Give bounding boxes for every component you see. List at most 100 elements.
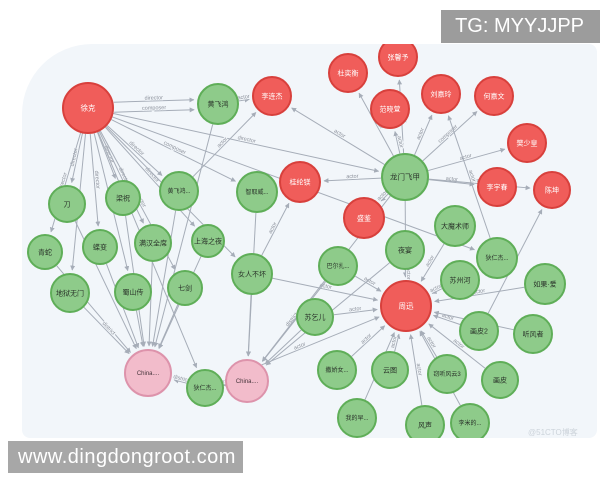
graph-edge-sqr-china2 — [264, 329, 302, 365]
graph-edge-fengsheng-zhouxun: actor — [408, 334, 424, 406]
graph-node-duyiheng[interactable]: 杜奕衡 — [328, 53, 368, 93]
graph-node-guilunmei[interactable]: 桂纶镁 — [279, 161, 321, 203]
graph-node-hejiawen[interactable]: 何嘉文 — [474, 76, 514, 116]
graph-edge-sqr-zhouxun: actor — [333, 305, 378, 316]
edge-label: actor — [467, 169, 477, 183]
graph-node-drj2[interactable]: 狄仁杰... — [186, 369, 224, 407]
graph-edge-lmfj-guilunmei: actor — [323, 173, 382, 184]
graph-node-china2[interactable]: China.... — [225, 359, 269, 403]
graph-node-huapi[interactable]: 画皮 — [481, 361, 519, 399]
edge-label: actor — [416, 127, 426, 141]
graph-node-fanshaohuang[interactable]: 樊少皇 — [507, 123, 547, 163]
edge-label: actor — [473, 288, 486, 296]
graph-node-hfh2[interactable]: 黄飞鸿... — [159, 171, 199, 211]
graph-node-zhangxinyu[interactable]: 张馨予 — [378, 44, 418, 77]
edge-label: director — [70, 148, 80, 167]
graph-node-qingshe[interactable]: 青蛇 — [27, 234, 63, 270]
graph-node-dywm[interactable]: 地狱无门 — [50, 273, 90, 313]
graph-node-tfz[interactable]: 听风者 — [513, 314, 553, 354]
edge-label: actor — [425, 254, 437, 268]
edge-label: actor — [349, 306, 362, 313]
graph-edge-hfh-china1 — [153, 124, 214, 348]
graph-edge-mhqx-china1 — [146, 261, 153, 347]
graph-node-sqr[interactable]: 苏乞儿 — [296, 298, 334, 336]
graph-node-bez[interactable]: 巴尔扎... — [318, 246, 358, 286]
graph-node-qtfy3[interactable]: 窃听风云3 — [427, 354, 467, 394]
graph-node-liujialing[interactable]: 刘嘉玲 — [421, 74, 461, 114]
cto-watermark: @51CTO博客 — [528, 428, 578, 437]
graph-node-fengsheng[interactable]: 风声 — [405, 405, 445, 438]
graph-node-rgai[interactable]: 如果·爱 — [524, 263, 566, 305]
edge-label: actor — [293, 341, 307, 351]
graph-edge-yeyan-zhouxun: actor — [402, 266, 412, 281]
graph-node-shushan[interactable]: 蜀山传 — [114, 273, 152, 311]
graph-node-hfh[interactable]: 黄飞鸿 — [197, 83, 239, 125]
edge-label: actor — [405, 267, 411, 279]
graph-edge-nrbh-china2 — [245, 294, 252, 357]
graph-node-xuke[interactable]: 徐克 — [62, 82, 114, 134]
edge-label: director — [145, 95, 164, 102]
graph-node-yeyan[interactable]: 夜宴 — [385, 230, 425, 270]
graph-node-shzy[interactable]: 上海之夜 — [191, 224, 225, 258]
graph-edge-xuke-dao: director — [69, 133, 83, 183]
graph-node-china1[interactable]: China.... — [124, 349, 172, 397]
graph-edge-lmfj-fanshaohuang: actor — [427, 147, 506, 172]
graph-edge-hp2-zhouxun: actor — [432, 312, 461, 325]
graph-node-chenkun[interactable]: 陈坤 — [533, 171, 571, 209]
graph-node-nrbh[interactable]: 女人不坏 — [231, 253, 273, 295]
graph-node-mhqx[interactable]: 满汉全席 — [134, 224, 172, 262]
graph-edge-bez-zhouxun: actor — [354, 275, 382, 292]
graph-edge-lmfj-liyuchun: actor — [428, 175, 475, 187]
graph-node-zqwhs[interactable]: 智取威... — [236, 171, 278, 213]
edge-label: district — [101, 321, 117, 337]
tg-watermark-badge: TG: MYYJJPP — [441, 10, 600, 43]
graph-node-liangzhu[interactable]: 梁祝 — [105, 180, 141, 216]
graph-node-dao[interactable]: 刀 — [48, 185, 86, 223]
graph-edge-dywm-china1: district — [83, 306, 130, 355]
graph-node-qijian[interactable]: 七剑 — [167, 270, 203, 306]
graph-node-yuntu[interactable]: 云图 — [371, 351, 409, 389]
graph-node-dmss[interactable]: 大魔术师 — [434, 205, 476, 247]
graph-edge-lmfj-lilianjie: actor — [291, 107, 385, 165]
graph-edge-rgai-zhouxun: actor — [434, 286, 525, 304]
edge-label: district — [173, 374, 190, 384]
graph-node-diebian[interactable]: 蝶变 — [82, 229, 118, 265]
graph-node-lmdcx[interactable]: 李米的... — [450, 403, 490, 438]
graph-edge-drj2-china1: district — [172, 373, 191, 385]
edge-label: actor — [363, 276, 377, 287]
graph-edge-qtfy3-zhouxun: actor — [420, 330, 438, 358]
graph-node-lilianjie[interactable]: 李连杰 — [252, 76, 292, 116]
graph-node-sjn[interactable]: 撒娇女... — [317, 350, 357, 390]
edge-label: director — [93, 170, 101, 189]
site-watermark-text: www.dingdongroot.com — [18, 446, 236, 468]
graph-edge-hfh2-china1 — [150, 210, 177, 347]
graph-node-wdz[interactable]: 我的早... — [337, 398, 377, 438]
edge-label: director — [237, 135, 256, 145]
graph-node-fanxiaoxuan[interactable]: 范晓萱 — [370, 89, 410, 129]
graph-edge-sjn-zhouxun: actor — [351, 325, 386, 357]
graph-edge-xuke-liangzhu: director — [96, 132, 117, 179]
graph-node-suzhouhe[interactable]: 苏州河 — [440, 260, 480, 300]
graph-node-lmfj[interactable]: 龙门飞甲 — [381, 153, 429, 201]
edge-label: composer — [437, 124, 459, 145]
graph-node-drj1[interactable]: 狄仁杰... — [476, 237, 518, 279]
edge-label: actor — [441, 313, 455, 323]
graph-edge-nrbh-guilunmei: actor — [261, 202, 290, 256]
graph-node-shengjian[interactable]: 盛鉴 — [343, 197, 385, 239]
graph-canvas[interactable]: composer director director composer director… — [22, 44, 597, 438]
edge-label: actor — [415, 363, 423, 376]
graph-node-hp2[interactable]: 画皮2 — [459, 311, 499, 351]
edge-label: actor — [360, 333, 373, 346]
graph-edge-xuke-hfh2: director — [106, 125, 163, 176]
edge-label: actor — [237, 94, 250, 102]
graph-edge-lmfj-fanxiaoxuan: actor — [393, 130, 405, 154]
graph-edge-hfh-lilianjie: actor — [236, 93, 251, 103]
edge-label: actor — [268, 221, 279, 235]
graph-node-zhouxun[interactable]: 周迅 — [380, 280, 432, 332]
edge-label: actor — [346, 174, 359, 181]
graph-node-liyuchun[interactable]: 李宇春 — [477, 167, 517, 207]
